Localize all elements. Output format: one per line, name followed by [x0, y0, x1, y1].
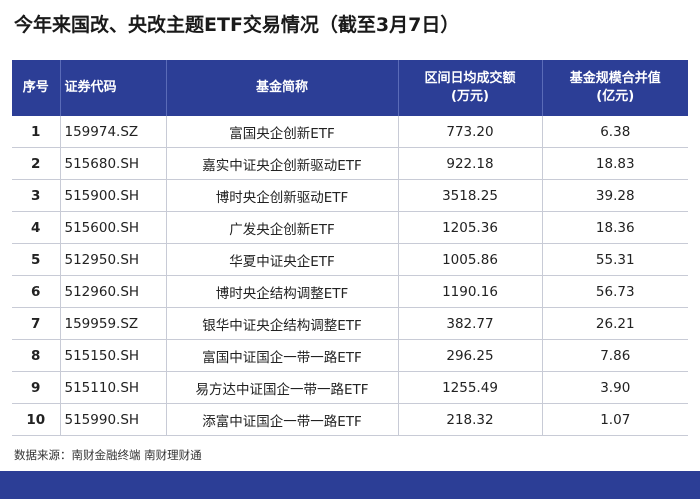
row-scale-cell: 56.73 — [542, 275, 688, 308]
row-volume-cell: 1190.16 — [398, 275, 543, 308]
row-scale-cell: 3.90 — [542, 371, 688, 404]
row-index-cell: 7 — [12, 307, 61, 340]
row-code-cell: 515900.SH — [60, 179, 167, 212]
row-code-cell: 515110.SH — [60, 371, 167, 404]
table-row: 4 515600.SH 广发央企创新ETF 1205.36 18.36 — [12, 211, 688, 244]
footer-bar — [0, 471, 700, 499]
etf-table-container: 序号 证券代码 基金简称 区间日均成交额 (万元) 基金规模合并值 (亿元) 1… — [12, 60, 688, 436]
header-scale-line2: (亿元) — [596, 89, 635, 104]
table-row: 1 159974.SZ 富国央企创新ETF 773.20 6.38 — [12, 116, 688, 148]
row-scale-cell: 26.21 — [542, 307, 688, 340]
row-code-cell: 515990.SH — [60, 403, 167, 436]
row-name-cell: 嘉实中证央企创新驱动ETF — [166, 147, 399, 180]
row-code-cell: 159974.SZ — [60, 116, 167, 148]
header-volume: 区间日均成交额 (万元) — [398, 60, 543, 116]
row-index-cell: 3 — [12, 179, 61, 212]
row-index-cell: 10 — [12, 403, 61, 436]
page-title: 今年来国改、央改主题ETF交易情况（截至3月7日） — [14, 14, 460, 36]
row-volume-cell: 382.77 — [398, 307, 543, 340]
row-index-cell: 2 — [12, 147, 61, 180]
table-row: 5 512950.SH 华夏中证央企ETF 1005.86 55.31 — [12, 243, 688, 276]
table-header-row: 序号 证券代码 基金简称 区间日均成交额 (万元) 基金规模合并值 (亿元) — [12, 60, 688, 116]
row-volume-cell: 773.20 — [398, 116, 543, 148]
row-name-cell: 富国中证国企一带一路ETF — [166, 339, 399, 372]
row-name-cell: 博时央企创新驱动ETF — [166, 179, 399, 212]
data-source-note: 数据来源：南财金融终端 南财理财通 — [14, 448, 202, 462]
row-scale-cell: 7.86 — [542, 339, 688, 372]
row-code-cell: 515600.SH — [60, 211, 167, 244]
row-scale-cell: 1.07 — [542, 403, 688, 436]
table-row: 2 515680.SH 嘉实中证央企创新驱动ETF 922.18 18.83 — [12, 147, 688, 180]
row-name-cell: 广发央企创新ETF — [166, 211, 399, 244]
row-volume-cell: 1255.49 — [398, 371, 543, 404]
header-scale-line1: 基金规模合并值 — [569, 71, 661, 86]
row-volume-cell: 1205.36 — [398, 211, 543, 244]
table-row: 10 515990.SH 添富中证国企一带一路ETF 218.32 1.07 — [12, 403, 688, 436]
header-index: 序号 — [12, 60, 61, 116]
table-row: 8 515150.SH 富国中证国企一带一路ETF 296.25 7.86 — [12, 339, 688, 372]
row-code-cell: 515680.SH — [60, 147, 167, 180]
row-code-cell: 515150.SH — [60, 339, 167, 372]
row-volume-cell: 3518.25 — [398, 179, 543, 212]
row-index-cell: 4 — [12, 211, 61, 244]
row-volume-cell: 922.18 — [398, 147, 543, 180]
header-name: 基金简称 — [166, 60, 399, 116]
row-scale-cell: 39.28 — [542, 179, 688, 212]
header-volume-line1: 区间日均成交额 — [424, 71, 516, 86]
row-scale-cell: 6.38 — [542, 116, 688, 148]
row-name-cell: 博时央企结构调整ETF — [166, 275, 399, 308]
row-scale-cell: 18.83 — [542, 147, 688, 180]
table-row: 7 159959.SZ 银华中证央企结构调整ETF 382.77 26.21 — [12, 307, 688, 340]
row-code-cell: 159959.SZ — [60, 307, 167, 340]
row-index-cell: 8 — [12, 339, 61, 372]
row-code-cell: 512950.SH — [60, 243, 167, 276]
table-row: 3 515900.SH 博时央企创新驱动ETF 3518.25 39.28 — [12, 179, 688, 212]
header-scale: 基金规模合并值 (亿元) — [542, 60, 688, 116]
row-index-cell: 9 — [12, 371, 61, 404]
row-name-cell: 添富中证国企一带一路ETF — [166, 403, 399, 436]
row-index-cell: 6 — [12, 275, 61, 308]
row-code-cell: 512960.SH — [60, 275, 167, 308]
header-volume-line2: (万元) — [451, 89, 489, 104]
row-name-cell: 富国央企创新ETF — [166, 116, 399, 148]
row-scale-cell: 55.31 — [542, 243, 688, 276]
row-volume-cell: 296.25 — [398, 339, 543, 372]
etf-table: 序号 证券代码 基金简称 区间日均成交额 (万元) 基金规模合并值 (亿元) 1… — [12, 60, 688, 436]
header-code: 证券代码 — [60, 60, 167, 116]
table-row: 6 512960.SH 博时央企结构调整ETF 1190.16 56.73 — [12, 275, 688, 308]
table-row: 9 515110.SH 易方达中证国企一带一路ETF 1255.49 3.90 — [12, 371, 688, 404]
row-index-cell: 5 — [12, 243, 61, 276]
table-body: 1 159974.SZ 富国央企创新ETF 773.20 6.38 2 515680.SH 嘉… — [12, 116, 688, 436]
row-name-cell: 华夏中证央企ETF — [166, 243, 399, 276]
row-volume-cell: 218.32 — [398, 403, 543, 436]
row-volume-cell: 1005.86 — [398, 243, 543, 276]
row-index-cell: 1 — [12, 116, 61, 148]
row-name-cell: 易方达中证国企一带一路ETF — [166, 371, 399, 404]
row-name-cell: 银华中证央企结构调整ETF — [166, 307, 399, 340]
row-scale-cell: 18.36 — [542, 211, 688, 244]
